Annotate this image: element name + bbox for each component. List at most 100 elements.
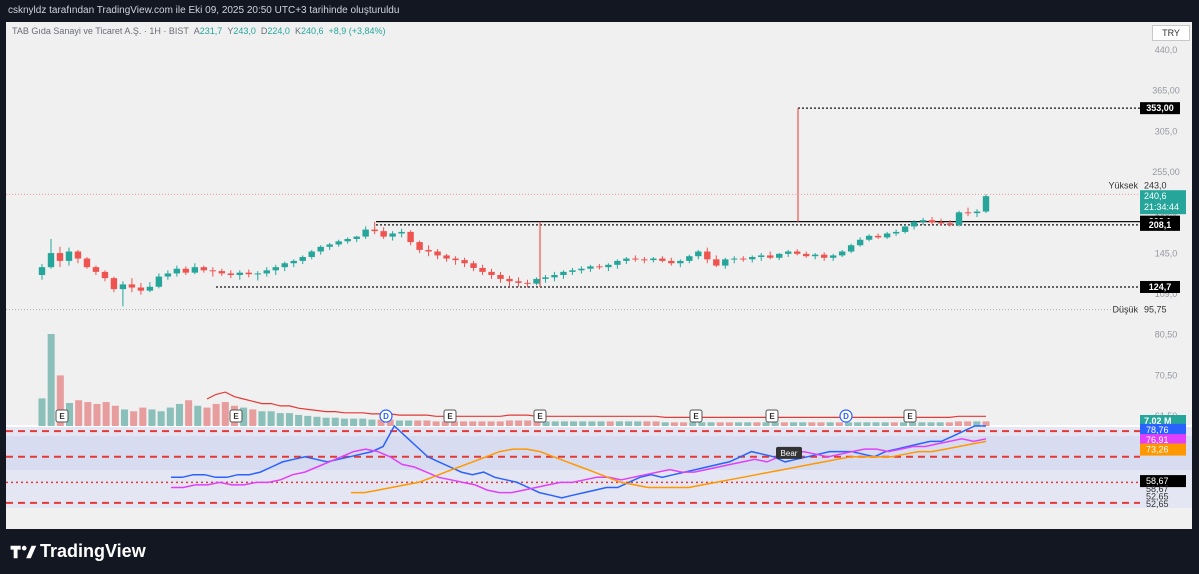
candle-body bbox=[713, 259, 720, 266]
volume-bar bbox=[707, 422, 715, 426]
candle-body bbox=[101, 271, 109, 279]
rsi-axis-label: 58,67 bbox=[1146, 484, 1169, 494]
volume-bar bbox=[322, 417, 330, 426]
volume-bar bbox=[75, 400, 83, 426]
volume-bar bbox=[469, 421, 477, 426]
volume-bar bbox=[111, 405, 119, 426]
volume-bar bbox=[478, 421, 486, 426]
price-level-label: 353,00 bbox=[1146, 103, 1174, 113]
volume-bar bbox=[771, 422, 779, 426]
candle-body bbox=[704, 251, 711, 260]
candle-body bbox=[479, 267, 486, 272]
candle-body bbox=[838, 251, 846, 256]
volume-bar bbox=[38, 398, 46, 426]
volume-bar bbox=[652, 421, 660, 426]
candle-body bbox=[820, 254, 828, 258]
candle-body bbox=[38, 267, 46, 275]
volume-bar bbox=[441, 421, 449, 426]
candle-body bbox=[263, 270, 270, 274]
volume-bar bbox=[276, 413, 284, 426]
chart-frame[interactable]: 440,0365,00305,0255,00165,0145,0109,080,… bbox=[6, 22, 1192, 529]
volume-bar bbox=[606, 421, 614, 426]
candle-body bbox=[973, 211, 981, 214]
volume-bar bbox=[524, 420, 532, 426]
candle-body bbox=[245, 272, 252, 275]
candle-body bbox=[254, 273, 261, 275]
candle-body bbox=[119, 284, 127, 290]
candle-body bbox=[218, 271, 226, 274]
dividend-marker-icon[interactable] bbox=[839, 409, 853, 423]
earnings-marker-icon[interactable] bbox=[533, 409, 547, 423]
price-axis-tick: 440,0 bbox=[1155, 45, 1178, 55]
top-caption-bar: csknyldz tarafından TradingView.com ile … bbox=[0, 0, 1199, 22]
candle-body bbox=[425, 249, 432, 252]
candle-body bbox=[982, 196, 990, 212]
volume-bar bbox=[331, 417, 339, 426]
volume-bar bbox=[808, 422, 816, 426]
volume-bar bbox=[588, 421, 596, 426]
candle-body bbox=[551, 275, 558, 278]
volume-bar bbox=[955, 421, 963, 426]
candle-body bbox=[856, 239, 864, 246]
tradingview-brand: TradingView bbox=[40, 541, 146, 561]
volume-bar bbox=[817, 422, 825, 426]
volume-bar bbox=[47, 334, 55, 426]
candle-body bbox=[596, 266, 603, 268]
earnings-marker-icon[interactable] bbox=[903, 409, 917, 423]
earnings-marker-icon[interactable] bbox=[55, 409, 69, 423]
volume-bar bbox=[395, 420, 403, 426]
rsi-series-line bbox=[351, 440, 987, 494]
candle-body bbox=[533, 278, 540, 284]
currency-badge[interactable]: TRY bbox=[1152, 25, 1190, 41]
volume-bar bbox=[258, 411, 266, 426]
candle-body bbox=[686, 256, 693, 261]
candle-body bbox=[470, 263, 477, 268]
candle-body bbox=[164, 273, 172, 277]
dividend-marker-icon[interactable] bbox=[379, 409, 393, 423]
volume-bar bbox=[927, 422, 935, 426]
volume-bar bbox=[414, 420, 422, 426]
earnings-marker-label: E bbox=[537, 412, 543, 421]
volume-bar bbox=[350, 418, 358, 426]
volume-bar bbox=[551, 421, 559, 426]
candle-body bbox=[964, 212, 972, 214]
earnings-marker-icon[interactable] bbox=[229, 409, 243, 423]
candle-body bbox=[578, 268, 585, 271]
earnings-marker-icon[interactable] bbox=[443, 409, 457, 423]
candle-body bbox=[155, 276, 163, 287]
price-level-label: 124,7 bbox=[1149, 282, 1172, 292]
volume-bar bbox=[790, 422, 798, 426]
rsi-value-tag bbox=[1140, 475, 1186, 488]
volume-bar bbox=[762, 422, 770, 426]
legend-low-label: D bbox=[260, 26, 268, 36]
rsi-axis-label: 76,91 bbox=[1146, 435, 1169, 445]
earnings-marker-label: D bbox=[843, 412, 849, 421]
earnings-marker-icon[interactable] bbox=[689, 409, 703, 423]
volume-bar bbox=[460, 421, 468, 426]
candle-body bbox=[605, 264, 612, 268]
earnings-marker-label: E bbox=[693, 412, 699, 421]
earnings-marker-icon[interactable] bbox=[765, 409, 779, 423]
volume-bar bbox=[863, 422, 871, 426]
volume-bar bbox=[267, 411, 275, 426]
candle-body bbox=[371, 229, 378, 232]
volume-bar bbox=[854, 422, 862, 426]
volume-bar bbox=[826, 422, 834, 426]
legend-high: 243,0 bbox=[233, 26, 256, 36]
candle-body bbox=[380, 231, 387, 237]
countdown-label: 21:34:44 bbox=[1144, 202, 1179, 212]
bear-label: Bear bbox=[781, 449, 798, 458]
volume-bar bbox=[249, 409, 257, 426]
chart-canvas[interactable]: 440,0365,00305,0255,00165,0145,0109,080,… bbox=[6, 22, 1192, 529]
candle-body bbox=[434, 251, 441, 256]
rsi-value-tag bbox=[1140, 443, 1186, 456]
volume-value-label: 7,02 M bbox=[1144, 416, 1172, 426]
earnings-marker-label: D bbox=[383, 412, 389, 421]
candle-body bbox=[110, 278, 118, 290]
volume-bar bbox=[560, 421, 568, 426]
volume-bar bbox=[313, 416, 321, 426]
volume-bar bbox=[185, 400, 193, 426]
candle-body bbox=[524, 282, 531, 284]
caption-text: csknyldz tarafından TradingView.com ile … bbox=[8, 5, 400, 16]
volume-bar bbox=[386, 419, 394, 426]
